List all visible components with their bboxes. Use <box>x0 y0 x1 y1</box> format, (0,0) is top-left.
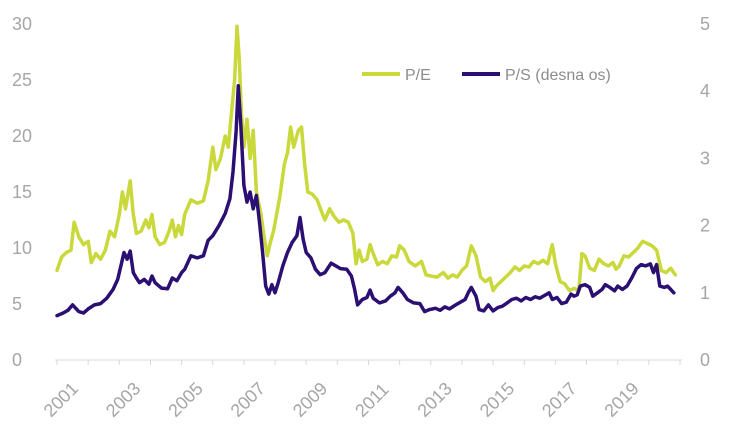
y-left-tick-label: 15 <box>12 182 32 202</box>
x-tick-label: 2019 <box>600 378 642 420</box>
x-tick-label: 2001 <box>40 378 82 420</box>
y-left-tick-label: 5 <box>12 294 22 314</box>
legend-label-ps: P/S (desna os) <box>505 67 611 84</box>
legend: P/E P/S (desna os) <box>362 67 611 84</box>
y-left-tick-labels: 0 5 10 15 20 25 30 <box>12 14 32 370</box>
x-tick-label: 2015 <box>476 378 518 420</box>
y-right-tick-label: 1 <box>700 283 710 303</box>
y-left-tick-label: 20 <box>12 126 32 146</box>
x-tick-label: 2013 <box>413 378 455 420</box>
x-tick-label: 2003 <box>102 378 144 420</box>
x-tick-marks <box>56 360 681 365</box>
series-line-pe <box>55 24 678 293</box>
y-left-tick-label: 0 <box>12 350 22 370</box>
y-left-tick-label: 25 <box>12 70 32 90</box>
y-right-tick-labels: 0 1 2 3 4 5 <box>700 14 710 370</box>
x-tick-label: 2011 <box>351 379 393 421</box>
y-right-tick-label: 5 <box>700 14 710 34</box>
x-tick-label: 2005 <box>164 378 206 420</box>
x-tick-label: 2017 <box>538 378 580 420</box>
x-tick-label: 2007 <box>227 378 269 420</box>
y-right-tick-label: 4 <box>700 81 710 101</box>
x-tick-labels: 2001 2003 2005 2007 2009 2011 2013 2015 2017 2019 <box>40 378 643 420</box>
x-tick-label: 2009 <box>289 378 331 420</box>
legend-label-pe: P/E <box>405 67 431 84</box>
y-right-tick-label: 0 <box>700 350 710 370</box>
series-lines <box>55 24 678 318</box>
y-right-tick-label: 3 <box>700 148 710 168</box>
y-right-tick-label: 2 <box>700 216 710 236</box>
y-left-tick-label: 30 <box>12 14 32 34</box>
y-left-tick-label: 10 <box>12 238 32 258</box>
series-line-ps <box>55 84 676 318</box>
